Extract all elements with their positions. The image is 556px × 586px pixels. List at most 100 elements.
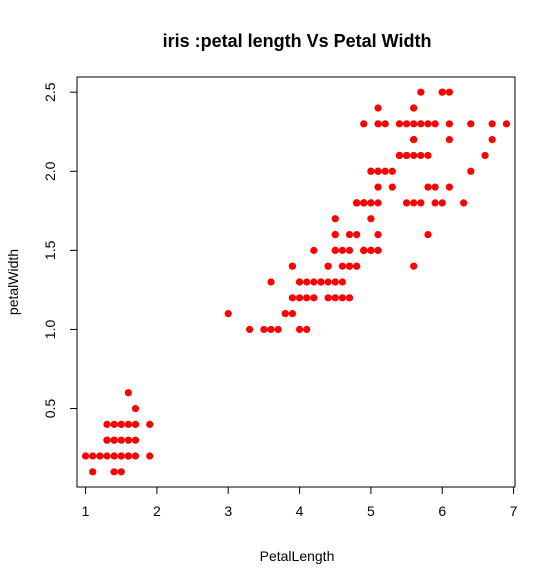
data-point <box>146 452 154 460</box>
data-point <box>424 183 432 191</box>
data-point <box>324 262 332 270</box>
x-tick-label: 3 <box>224 503 232 519</box>
data-point <box>374 246 382 254</box>
data-point <box>417 88 425 96</box>
data-point <box>431 120 439 128</box>
data-point <box>117 436 125 444</box>
data-point <box>395 151 404 160</box>
data-point <box>381 120 389 128</box>
data-point <box>374 230 382 239</box>
data-point <box>395 120 404 128</box>
data-point <box>338 262 346 270</box>
data-point <box>402 151 411 160</box>
data-point <box>424 120 432 128</box>
data-point <box>374 167 382 175</box>
data-point <box>345 294 354 302</box>
data-point <box>295 294 304 302</box>
data-point <box>445 120 453 128</box>
data-point <box>424 230 432 239</box>
x-axis-label: PetalLength <box>260 548 335 564</box>
data-point <box>338 294 346 302</box>
data-point <box>374 199 382 207</box>
data-point <box>410 199 418 207</box>
data-point <box>310 294 318 302</box>
data-point <box>124 452 132 460</box>
data-point <box>424 151 432 160</box>
data-point <box>324 278 332 286</box>
y-tick-label: 2.5 <box>42 82 58 102</box>
data-point <box>131 452 140 460</box>
data-point <box>295 278 304 286</box>
data-point <box>410 104 418 112</box>
data-point <box>110 452 118 460</box>
data-point <box>367 246 375 254</box>
data-point <box>431 183 439 191</box>
x-tick-label: 2 <box>153 503 161 519</box>
data-point <box>131 436 140 444</box>
data-point <box>103 420 111 428</box>
data-point <box>353 230 361 239</box>
data-point <box>310 246 318 254</box>
data-point <box>445 88 453 96</box>
data-point <box>338 246 346 254</box>
data-point <box>124 420 132 428</box>
data-point <box>117 468 125 476</box>
data-point <box>367 167 375 175</box>
data-point <box>402 199 411 207</box>
data-point <box>345 246 354 254</box>
data-point <box>131 404 140 413</box>
y-tick-label: 1.0 <box>42 320 58 340</box>
data-point <box>345 230 354 239</box>
data-points <box>81 88 511 476</box>
data-point <box>81 452 90 460</box>
data-point <box>267 325 275 334</box>
y-tick-label: 1.5 <box>42 240 58 260</box>
data-point <box>438 199 446 207</box>
data-point <box>374 104 382 112</box>
data-point <box>431 199 439 207</box>
data-point <box>388 183 396 191</box>
data-point <box>488 136 496 144</box>
data-point <box>288 310 297 318</box>
data-point <box>338 278 346 286</box>
data-point <box>388 167 396 175</box>
data-point <box>288 262 297 270</box>
data-point <box>303 294 311 302</box>
data-point <box>110 436 118 444</box>
data-point <box>417 199 425 207</box>
x-tick-label: 4 <box>296 503 304 519</box>
data-point <box>89 468 97 476</box>
x-tick-label: 7 <box>510 503 518 519</box>
data-point <box>502 120 511 128</box>
y-axis: 0.5 1.0 1.5 2.0 2.5 <box>42 82 78 418</box>
data-point <box>303 325 311 334</box>
data-point <box>117 420 125 428</box>
data-point <box>124 436 132 444</box>
data-point <box>488 120 496 128</box>
data-point <box>360 199 368 207</box>
chart-title: iris :petal length Vs Petal Width <box>163 31 432 51</box>
x-tick-label: 6 <box>438 503 446 519</box>
data-point <box>331 246 339 254</box>
y-tick-label: 2.0 <box>42 161 58 181</box>
data-point <box>110 420 118 428</box>
data-point <box>89 452 97 460</box>
data-point <box>402 120 411 128</box>
data-point <box>345 262 354 270</box>
data-point <box>303 278 311 286</box>
data-point <box>117 452 125 460</box>
data-point <box>460 199 468 207</box>
data-point <box>288 294 297 302</box>
data-point <box>374 120 382 128</box>
data-point <box>131 420 140 428</box>
data-point <box>295 325 304 334</box>
data-point <box>381 167 389 175</box>
data-point <box>260 325 268 334</box>
x-axis: 1 2 3 4 5 6 7 <box>82 486 518 519</box>
x-tick-label: 1 <box>82 503 90 519</box>
data-point <box>317 278 325 286</box>
data-point <box>417 120 425 128</box>
data-point <box>481 151 489 160</box>
